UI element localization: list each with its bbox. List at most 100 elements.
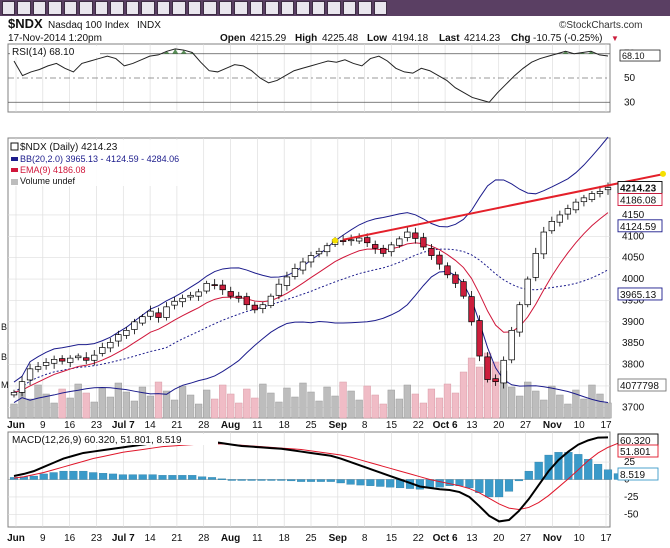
candle-body: [179, 297, 186, 303]
x-tick-label: 10: [574, 420, 586, 431]
volume-bar: [259, 383, 267, 419]
macd-legend: MACD(12,26,9) 60.320, 51.801, 8.519: [12, 435, 182, 446]
candle-body: [356, 237, 363, 242]
volume-bar: [275, 401, 283, 419]
x-tick-label: 27: [520, 420, 532, 431]
volume-bar: [516, 395, 524, 419]
candle-body: [219, 284, 226, 291]
macd-signal-line: [13, 442, 619, 511]
rsi-legend-bg: [10, 46, 100, 57]
macd-histogram-bar: [287, 479, 296, 482]
candle-body: [299, 261, 307, 271]
volume-bar: [588, 384, 596, 419]
toolbar-tool-16[interactable]: [234, 1, 248, 15]
toolbar-tool-22[interactable]: [327, 1, 341, 15]
macd-histogram-bar: [198, 476, 207, 480]
price-tick-label: 3900: [622, 317, 645, 328]
toolbar-tool-4[interactable]: [48, 1, 62, 15]
macd-legend-text: MACD(12,26,9) 60.320, 51.801, 8.519: [12, 435, 182, 446]
price-value-box: [617, 287, 663, 301]
volume-bar: [195, 403, 203, 419]
candle-body: [396, 238, 403, 246]
toolbar-tool-21[interactable]: [311, 1, 326, 15]
toolbar-tool-15[interactable]: [218, 1, 233, 15]
candle-body: [516, 304, 523, 333]
candle-body: [500, 359, 507, 384]
toolbar-tool-14[interactable]: [203, 1, 217, 15]
candle-body: [532, 253, 539, 278]
x-tick-label: 8: [362, 420, 368, 431]
volume-bar: [162, 390, 171, 419]
macd-histogram-bar: [89, 472, 98, 480]
volume-bar: [524, 381, 532, 419]
toolbar-tool-12[interactable]: [172, 1, 186, 15]
candle-body: [34, 366, 42, 370]
volume-bar: [106, 396, 114, 419]
macd-histogram-bar: [158, 475, 167, 480]
candle-body: [540, 231, 547, 255]
macd-histogram-bar: [138, 474, 147, 480]
candle-body: [564, 208, 572, 215]
macd-histogram-bar: [108, 473, 118, 480]
toolbar-tool-20[interactable]: [296, 1, 310, 15]
toolbar-tool-5[interactable]: [63, 1, 78, 15]
volume-bar: [508, 386, 516, 419]
toolbar-tool-1[interactable]: [2, 1, 16, 15]
high-label: High: [295, 33, 317, 44]
toolbar-tool-23[interactable]: [342, 1, 357, 15]
ndx-legend-swatch: [10, 142, 19, 151]
toolbar-tool-11[interactable]: [156, 1, 171, 15]
macd-histogram-bar: [564, 452, 573, 480]
volume-bar: [596, 393, 604, 419]
macd-histogram-bar: [128, 474, 137, 480]
toolbar-tool-24[interactable]: [358, 1, 372, 15]
toolbar-tool-13[interactable]: [187, 1, 202, 15]
toolbar-tool-3[interactable]: [32, 1, 47, 15]
price-legend-bb: BB(20,2.0) 3965.13 - 4124.59 - 4284.06: [20, 154, 179, 164]
candle-body: [347, 239, 355, 242]
candle-body: [372, 244, 379, 249]
macd-histogram-bar: [326, 479, 335, 482]
volume-bar: [146, 395, 155, 419]
volume-bar: [459, 371, 468, 419]
toolbar-tool-10[interactable]: [141, 1, 155, 15]
toolbar-tool-17[interactable]: [249, 1, 264, 15]
macd-histogram-bar: [594, 463, 603, 480]
open-value: 4215.29: [250, 33, 287, 44]
header-exchange: INDX: [137, 20, 161, 31]
rsi-tick-label: 50: [624, 73, 636, 84]
volume-legend-swatch: [11, 179, 18, 185]
volume-bar: [419, 402, 427, 419]
toolbar-tool-9[interactable]: [125, 1, 140, 15]
toolbar-tool-25[interactable]: [373, 1, 388, 15]
candle-body: [444, 265, 451, 276]
x-tick-label: Sep: [329, 420, 347, 431]
volume-bar: [315, 400, 323, 419]
x-tick-label: 15: [386, 533, 398, 544]
volume-bar: [122, 391, 130, 419]
toolbar-tool-18[interactable]: [265, 1, 279, 15]
toolbar-tool-19[interactable]: [280, 1, 295, 15]
volume-bar: [34, 384, 42, 419]
macd-histogram-bar: [534, 461, 543, 480]
macd-value-label: 60.320: [620, 436, 651, 447]
macd-tick-label: -25: [624, 492, 639, 503]
x-tick-label: 25: [305, 420, 317, 431]
toolbar-tool-8[interactable]: [110, 1, 124, 15]
volume-bar: [395, 398, 403, 419]
macd-histogram-bar: [603, 469, 613, 480]
axes-layer: 70503068.1041504100405040003950390038503…: [7, 49, 667, 544]
x-tick-label: Oct 6: [433, 533, 458, 544]
volume-bar: [42, 393, 50, 419]
toolbar-tool-6[interactable]: [79, 1, 93, 15]
candle-body: [468, 296, 475, 323]
header-datetime: 17-Nov-2014 1:20pm: [8, 33, 102, 44]
toolbar-tool-2[interactable]: [17, 1, 31, 15]
candle-body: [339, 240, 347, 242]
macd-histogram-bar: [39, 473, 48, 480]
volume-bar: [467, 357, 476, 419]
volume-bar: [178, 385, 187, 419]
toolbar-tool-7[interactable]: [94, 1, 109, 15]
macd-histogram-bar: [316, 479, 325, 482]
x-tick-label: Aug: [221, 533, 240, 544]
